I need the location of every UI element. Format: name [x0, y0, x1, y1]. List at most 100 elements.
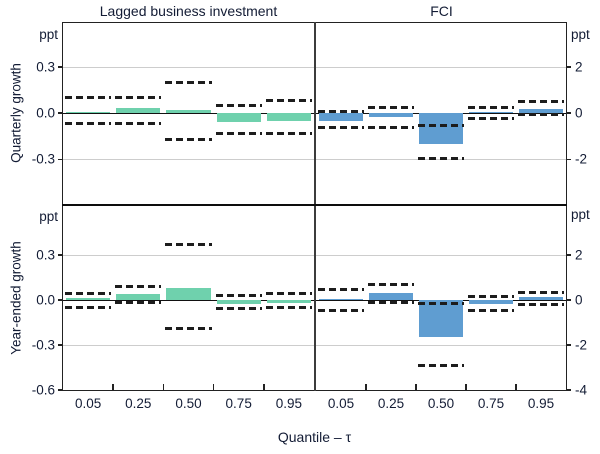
y-axis-tick [566, 344, 571, 346]
y-tick-label: -0.3 [31, 151, 55, 167]
ci-dash-q0.25 [368, 126, 414, 130]
x-tick-label: 0.95 [527, 396, 555, 411]
x-axis-tick [263, 384, 265, 390]
bar-q0.95 [266, 113, 311, 121]
y-tick-label: -0.3 [31, 337, 55, 353]
y-tick-label: 0 [575, 105, 583, 121]
y-axis-tick [566, 66, 571, 68]
x-tick-label: 0.05 [74, 396, 102, 411]
gridline [63, 254, 314, 256]
ci-dash-q0.25 [115, 96, 162, 100]
ci-dash-q0.95 [265, 99, 312, 103]
bar-q0.05 [66, 298, 111, 300]
x-axis-tick [415, 384, 417, 390]
x-tick-label: 0.05 [327, 396, 355, 411]
gridline [316, 66, 566, 68]
bar-q0.25 [369, 292, 413, 300]
ci-dash-q0.95 [518, 99, 564, 103]
bar-q0.5 [166, 110, 211, 114]
y-tick-label: -2 [575, 151, 588, 167]
ci-dash-q0.75 [215, 131, 262, 135]
y-tick-label: 0.0 [36, 292, 55, 308]
gridline [63, 159, 314, 161]
ci-dash-q0.5 [165, 242, 212, 246]
y-tick-label: -2 [575, 337, 588, 353]
x-axis-tick [112, 384, 114, 390]
x-axis-tick [212, 384, 215, 390]
ci-dash-q0.95 [265, 292, 312, 296]
gridline [63, 344, 314, 346]
bar-q0.95 [266, 299, 311, 303]
y-tick-label: 2 [575, 59, 583, 75]
ci-dash-q0.75 [468, 309, 514, 313]
bar-q0.95 [519, 108, 563, 114]
ci-dash-q0.05 [65, 96, 112, 100]
y-axis-tick [566, 112, 571, 114]
column-title-lagged-investment: Lagged business investment [99, 3, 278, 19]
y-tick-label: 0.0 [36, 105, 55, 121]
panel-quarterly-fci: 2 0 -2 [316, 23, 587, 204]
bar-q0.05 [319, 113, 363, 121]
bar-q0.75 [216, 299, 261, 305]
row-label-year-ended-growth: Year-ended growth [8, 241, 24, 355]
row-label-quarterly-growth: Quarterly growth [8, 63, 24, 163]
panel-column-divider [314, 22, 316, 391]
ci-dash-q0.75 [468, 106, 514, 110]
x-tick-label: 0.50 [175, 396, 202, 411]
bar-q0.75 [469, 111, 513, 114]
gridline [316, 344, 566, 346]
bar-q0.5 [419, 299, 463, 338]
y-tick-label: 0 [575, 292, 583, 308]
ci-dash-q0.05 [65, 122, 112, 126]
ci-dash-q0.5 [418, 156, 464, 160]
bar-q0.95 [519, 296, 563, 300]
ci-dash-q0.95 [265, 131, 312, 135]
bar-q0.75 [216, 113, 261, 123]
unit-label-ppt: ppt [39, 209, 58, 224]
ci-dash-q0.05 [318, 110, 364, 114]
panel-quarterly-lagged-investment: 0.3 0.0 -0.3 [32, 23, 314, 204]
y-axis-tick [566, 389, 571, 391]
ci-dash-q0.75 [468, 117, 514, 121]
x-tick-label: 0.75 [225, 396, 252, 411]
bar-q0.5 [166, 287, 211, 300]
ci-dash-q0.25 [368, 283, 414, 287]
panel-row-divider [62, 203, 567, 206]
bar-q0.05 [66, 111, 111, 114]
bar-q0.05 [319, 298, 363, 301]
ci-dash-q0.75 [215, 293, 262, 297]
bar-q0.75 [469, 299, 513, 305]
bar-q0.5 [419, 113, 463, 144]
ci-dash-q0.05 [65, 292, 112, 296]
ci-dash-q0.95 [518, 290, 564, 294]
ci-dash-q0.95 [518, 113, 564, 117]
unit-label-ppt: ppt [571, 27, 590, 42]
y-axis-tick [566, 299, 571, 301]
zero-line [63, 299, 314, 301]
ci-dash-q0.05 [318, 126, 364, 130]
ci-dash-q0.25 [115, 284, 162, 288]
ci-dash-q0.95 [265, 305, 312, 309]
x-axis-title: Quantile – τ [277, 429, 352, 445]
bar-q0.25 [116, 293, 161, 300]
x-tick-label: 0.95 [275, 396, 303, 411]
ci-dash-q0.95 [518, 302, 564, 306]
ci-dash-q0.75 [215, 103, 262, 107]
ci-dash-q0.5 [418, 124, 464, 128]
x-tick-label: 0.25 [125, 396, 152, 411]
panel-year-ended-fci: 2 0 -2 -4 0.05 0.25 0.50 0.75 0.95 [316, 206, 587, 411]
ci-dash-q0.05 [65, 305, 112, 309]
y-axis-tick [58, 254, 63, 256]
ci-dash-q0.5 [418, 302, 464, 306]
x-axis-tick [515, 384, 517, 390]
y-tick-label: 0.3 [36, 59, 55, 75]
x-tick-label: 0.75 [477, 396, 505, 411]
y-tick-label: -0.6 [31, 382, 55, 398]
x-tick-label: 0.25 [377, 396, 405, 411]
unit-label-ppt: ppt [39, 27, 58, 42]
ci-dash-q0.75 [215, 307, 262, 311]
y-tick-label: 0.3 [36, 247, 55, 263]
ci-dash-q0.05 [318, 288, 364, 292]
ci-dash-q0.5 [165, 137, 212, 141]
x-tick-label: 0.50 [427, 396, 455, 411]
